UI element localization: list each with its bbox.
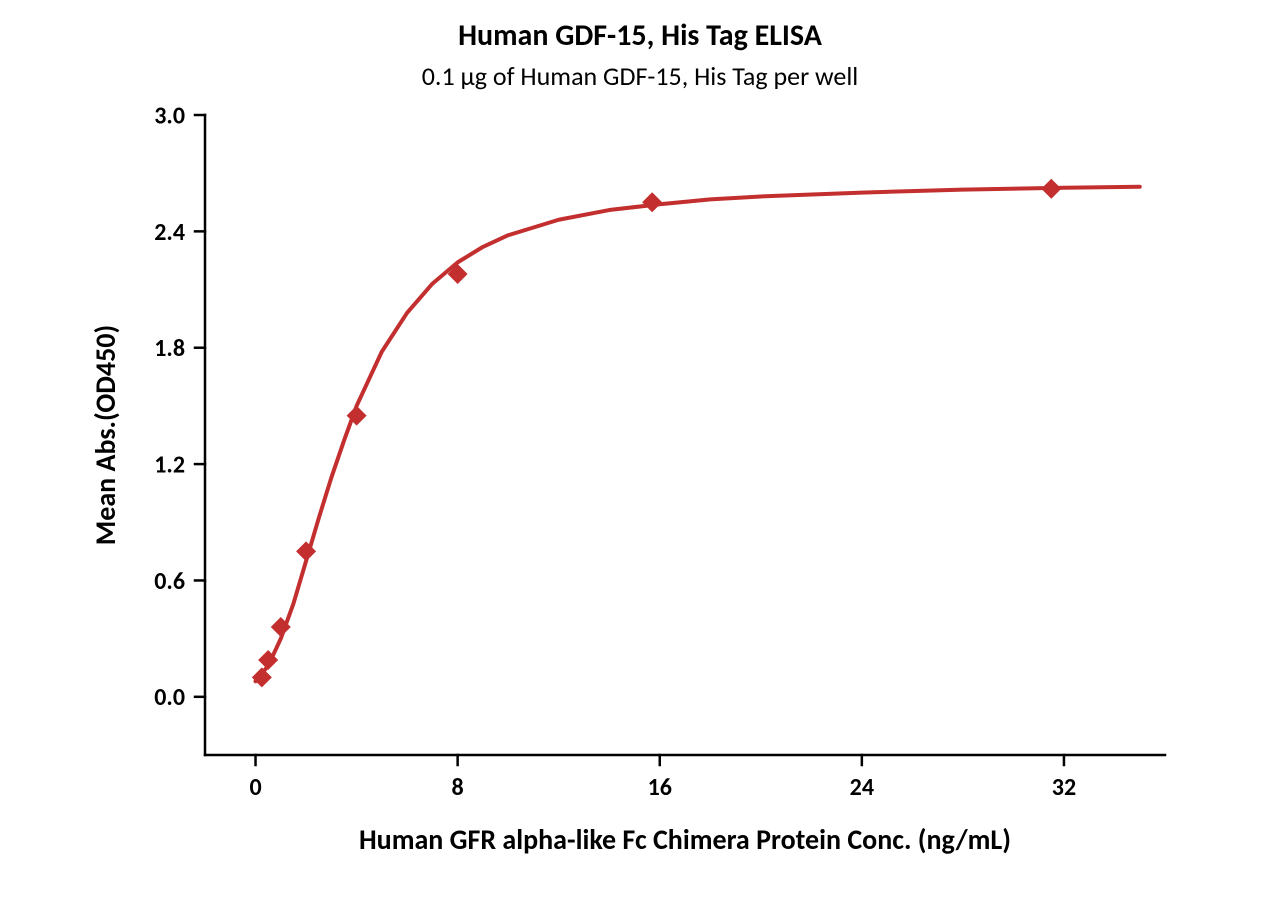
y-tick-label: 1.2 (154, 450, 185, 479)
chart-title: Human GDF-15, His Tag ELISA (458, 17, 823, 54)
fit-curve (256, 187, 1140, 682)
y-tick-label: 3.0 (154, 101, 185, 130)
x-tick-label: 16 (648, 773, 672, 802)
x-tick-label: 24 (850, 773, 874, 802)
data-point (1041, 179, 1061, 199)
y-axis-label: Mean Abs.(OD450) (88, 325, 123, 545)
y-tick-labels: 0.0 0.6 1.2 1.8 2.4 3.0 (154, 101, 185, 712)
data-markers (252, 179, 1061, 688)
x-tick-labels: 0 8 16 24 32 (249, 773, 1076, 802)
elisa-chart: Human GDF-15, His Tag ELISA 0.1 µg of Hu… (0, 0, 1280, 899)
chart-container: Human GDF-15, His Tag ELISA 0.1 µg of Hu… (0, 0, 1280, 899)
chart-subtitle: 0.1 µg of Human GDF-15, His Tag per well (422, 60, 859, 92)
y-tick-label: 0.6 (154, 567, 185, 596)
x-tick-label: 32 (1052, 773, 1076, 802)
axes (195, 115, 1165, 765)
y-tick-label: 2.4 (154, 218, 185, 247)
y-tick-label: 0.0 (154, 683, 185, 712)
x-tick-label: 0 (249, 773, 261, 802)
data-point (252, 667, 272, 687)
data-point (642, 192, 662, 212)
x-tick-label: 8 (452, 773, 464, 802)
x-axis-label: Human GFR alpha-like Fc Chimera Protein … (359, 822, 1011, 857)
y-tick-label: 1.8 (154, 334, 185, 363)
